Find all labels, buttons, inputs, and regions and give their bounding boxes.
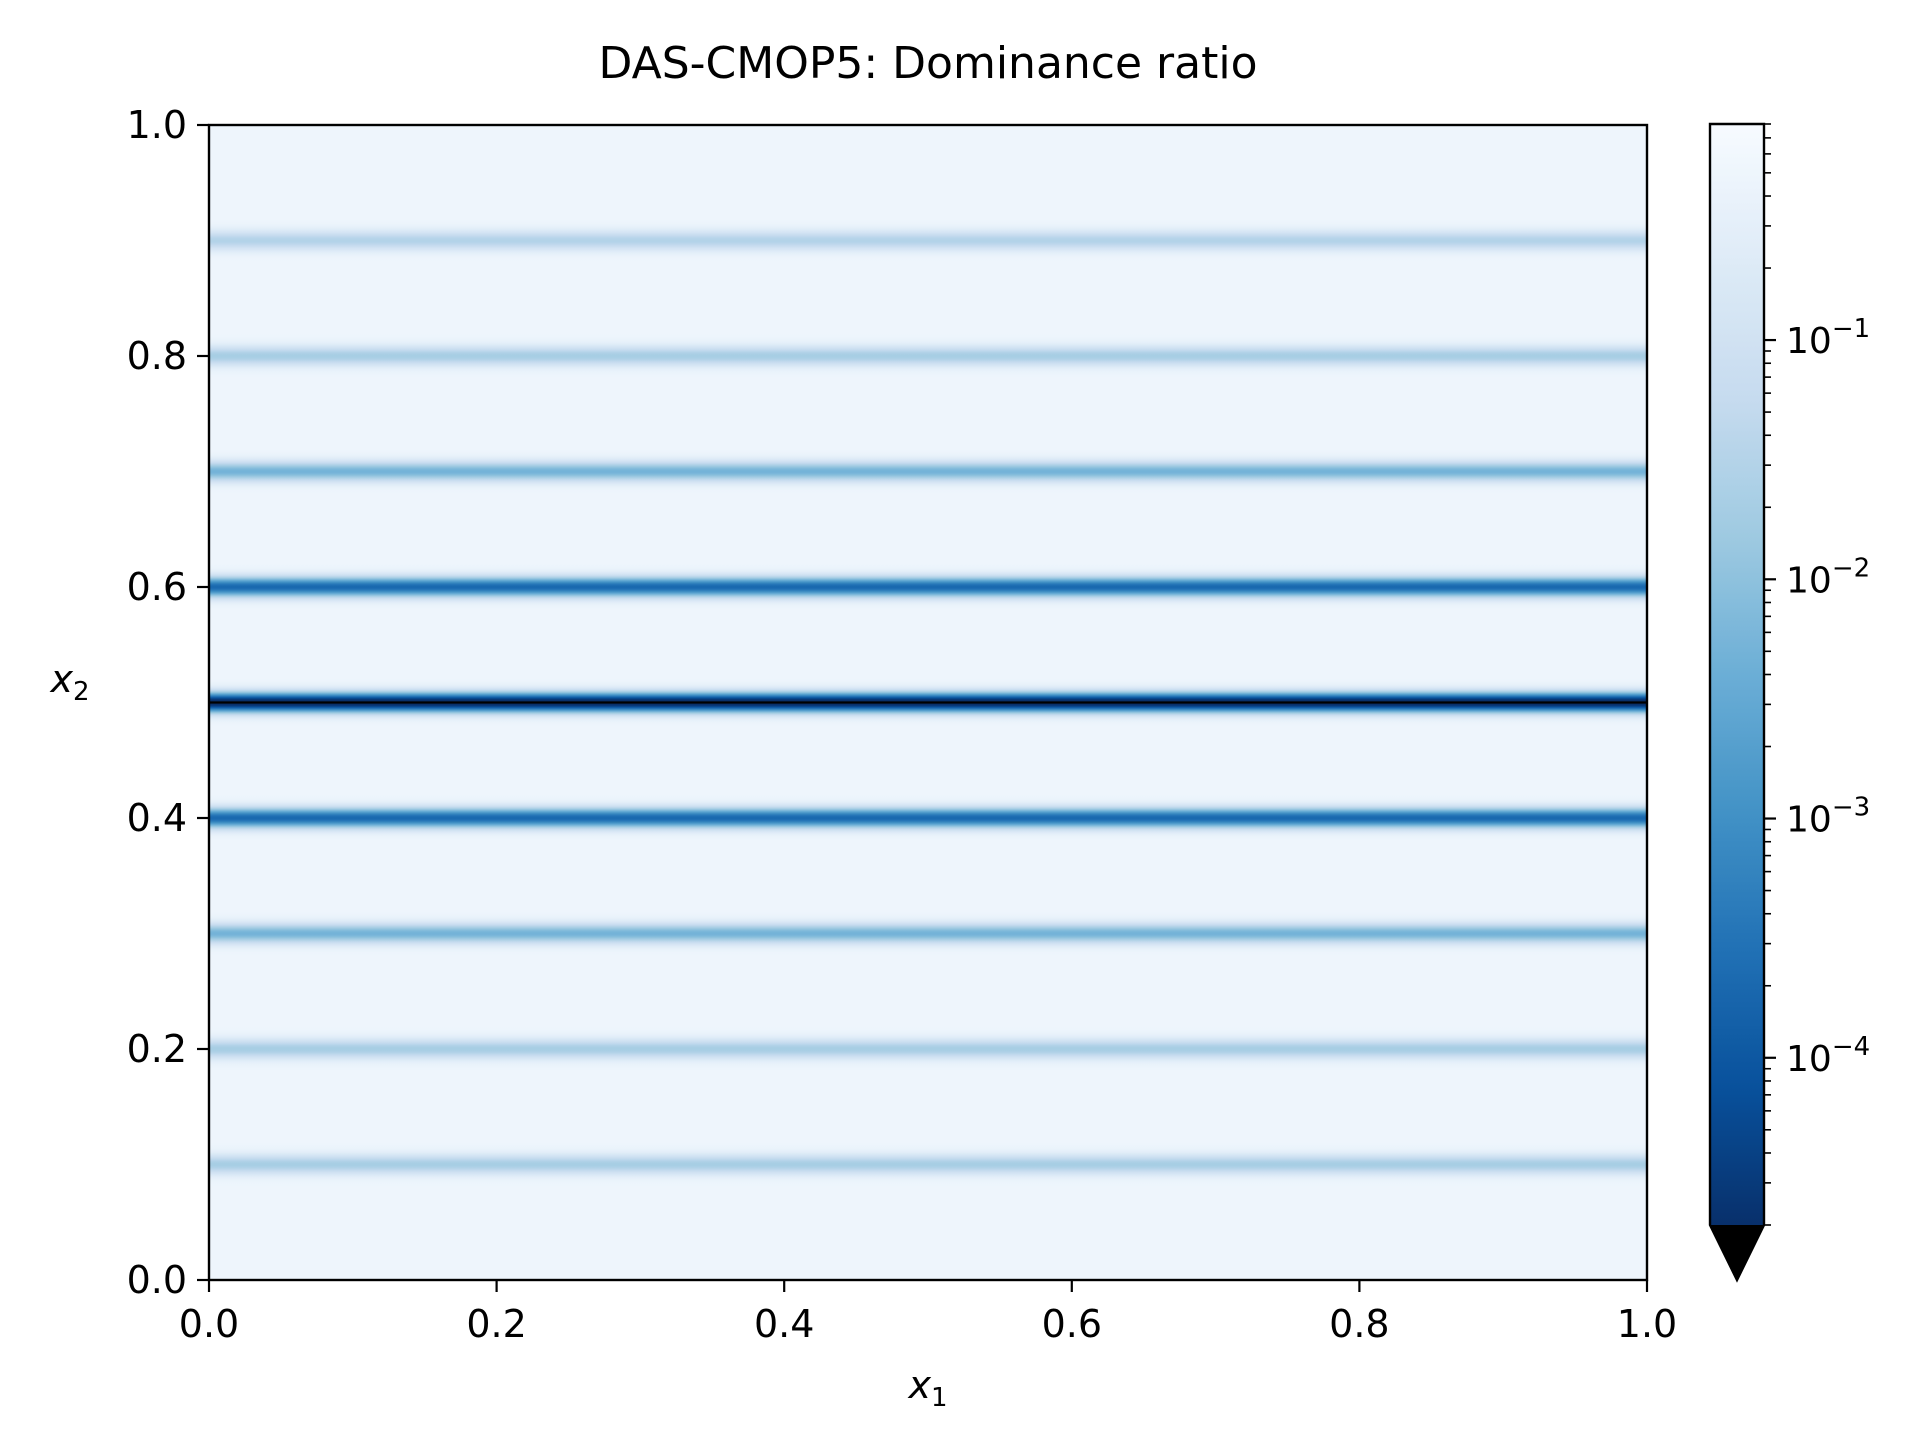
y-tick-label: 0.2 (127, 1027, 187, 1071)
colorbar-tick-label: 10−4 (1786, 1032, 1870, 1080)
x-axis-label-sub: 1 (931, 1383, 948, 1413)
y-tick-label: 0.8 (127, 334, 187, 378)
plot-frame (207, 123, 1649, 1282)
colorbar-ticks: 10−1 10−2 10−3 10−4 (1764, 123, 1870, 1226)
x-tick-label: 1.0 (1617, 1302, 1677, 1346)
colorbar-tick-label: 10−3 (1786, 793, 1870, 841)
colorbar-extend-triangle (1710, 1225, 1764, 1280)
y-axis-label-main: x (49, 657, 73, 701)
y-tick-label: 0.0 (127, 1258, 187, 1302)
colorbar-tick-label: 10−1 (1786, 314, 1870, 362)
y-axis-label-sub: 2 (73, 677, 90, 707)
x-tick-label: 0.0 (179, 1302, 239, 1346)
x-tick-label: 0.4 (754, 1302, 814, 1346)
y-tick-label: 0.4 (127, 796, 187, 840)
y-axis-ticks: 0.0 0.2 0.4 0.6 0.8 1.0 (127, 103, 209, 1302)
x-axis-label: x1 (907, 1363, 947, 1413)
y-axis-label: x2 (49, 657, 89, 707)
x-axis-label-main: x (907, 1363, 931, 1407)
x-axis-ticks: 0.0 0.2 0.4 0.6 0.8 1.0 (179, 1280, 1677, 1346)
chart-title: DAS-CMOP5: Dominance ratio (599, 38, 1258, 89)
y-tick-label: 1.0 (127, 103, 187, 147)
x-tick-label: 0.8 (1329, 1302, 1389, 1346)
y-tick-label: 0.6 (127, 565, 187, 609)
colorbar-frame (1708, 122, 1766, 1283)
x-tick-label: 0.2 (466, 1302, 526, 1346)
x-tick-label: 0.6 (1042, 1302, 1102, 1346)
colorbar-tick-label: 10−2 (1786, 553, 1870, 601)
stripe-marks (209, 239, 1647, 1166)
colorbar (1710, 124, 1764, 1225)
